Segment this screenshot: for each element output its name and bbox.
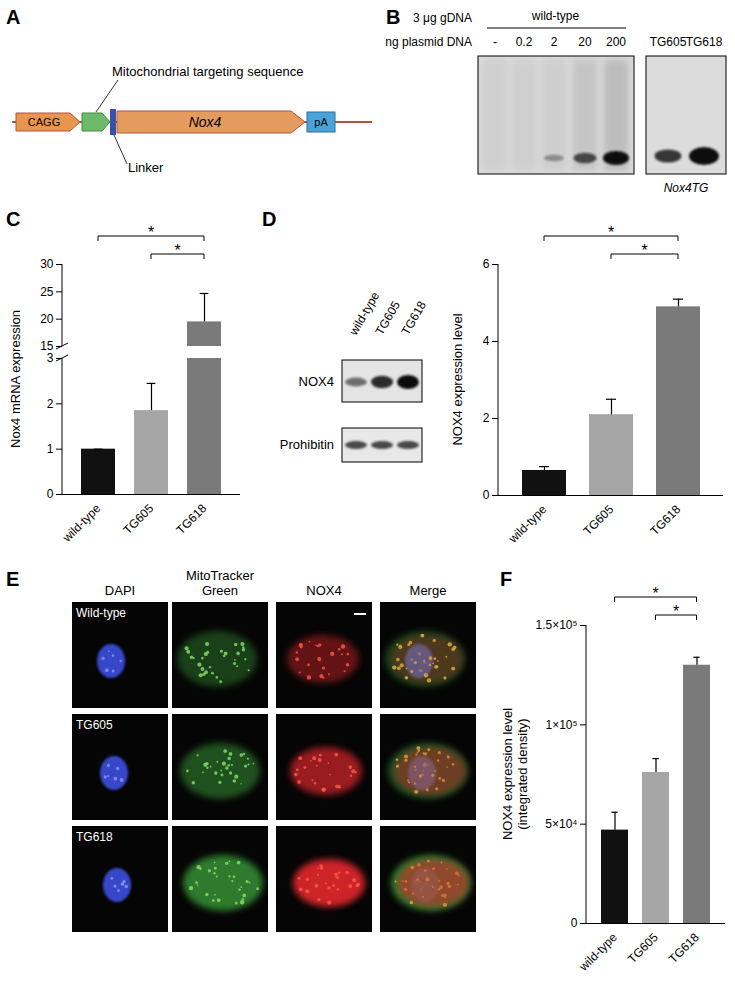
svg-text:15: 15 — [40, 339, 54, 354]
svg-text:*: * — [641, 242, 647, 259]
svg-text:CAGG: CAGG — [28, 116, 60, 128]
svg-text:*: * — [608, 224, 614, 241]
svg-text:0: 0 — [571, 916, 578, 930]
svg-text:Nox4TG: Nox4TG — [664, 181, 709, 195]
svg-text:20: 20 — [578, 35, 592, 49]
svg-text:wild-type: wild-type — [576, 930, 620, 974]
svg-text:*: * — [148, 224, 154, 241]
svg-text:1.5×10⁵: 1.5×10⁵ — [535, 618, 577, 632]
svg-text:TG618: TG618 — [686, 35, 723, 49]
svg-text:Merge: Merge — [410, 583, 447, 598]
svg-text:2: 2 — [551, 35, 558, 49]
svg-text:6: 6 — [483, 257, 490, 271]
svg-text:wild-type: wild-type — [531, 9, 580, 23]
svg-text:TG605: TG605 — [120, 501, 156, 537]
svg-text:TG618: TG618 — [666, 930, 702, 966]
svg-text:25: 25 — [40, 285, 54, 299]
svg-text:1: 1 — [47, 442, 54, 456]
svg-text:3: 3 — [47, 351, 54, 365]
svg-text:Green: Green — [202, 583, 238, 598]
svg-text:20: 20 — [40, 312, 54, 326]
svg-text:0: 0 — [47, 487, 54, 501]
svg-text:MitoTracker: MitoTracker — [186, 568, 255, 583]
svg-text:2: 2 — [47, 397, 54, 411]
svg-text:E: E — [6, 568, 19, 590]
svg-text:*: * — [673, 603, 679, 620]
svg-text:pA: pA — [314, 116, 328, 128]
svg-text:wild-type: wild-type — [346, 289, 383, 338]
svg-text:ng plasmid DNA: ng plasmid DNA — [385, 35, 472, 49]
svg-text:NOX4: NOX4 — [299, 374, 334, 389]
svg-text:4: 4 — [483, 334, 490, 348]
svg-text:NOX4 expression level: NOX4 expression level — [500, 708, 515, 840]
svg-text:-: - — [493, 35, 497, 49]
svg-text:A: A — [6, 6, 20, 28]
svg-text:NOX4: NOX4 — [306, 583, 341, 598]
svg-text:200: 200 — [606, 35, 626, 49]
svg-text:Mitochondrial targeting sequen: Mitochondrial targeting sequence — [112, 64, 304, 79]
svg-text:TG605: TG605 — [372, 298, 403, 338]
svg-text:TG605: TG605 — [76, 718, 113, 732]
svg-text:0.2: 0.2 — [516, 35, 533, 49]
svg-text:Linker: Linker — [128, 160, 164, 175]
svg-text:B: B — [386, 6, 400, 28]
svg-text:Nox4: Nox4 — [189, 114, 222, 130]
svg-text:wild-type: wild-type — [505, 502, 549, 546]
svg-text:wild-type: wild-type — [59, 501, 103, 545]
svg-text:3 μg gDNA: 3 μg gDNA — [413, 11, 472, 25]
svg-text:*: * — [174, 242, 180, 259]
svg-text:NOX4 expression level: NOX4 expression level — [450, 313, 465, 445]
svg-text:TG618: TG618 — [398, 298, 429, 337]
svg-text:TG618: TG618 — [76, 830, 113, 844]
svg-text:Wild-type: Wild-type — [76, 606, 126, 620]
svg-text:2: 2 — [483, 411, 490, 425]
svg-text:TG605: TG605 — [650, 35, 687, 49]
svg-text:TG618: TG618 — [173, 501, 209, 537]
svg-text:30: 30 — [40, 257, 54, 271]
svg-text:*: * — [652, 585, 658, 602]
svg-text:Prohibitin: Prohibitin — [280, 437, 334, 452]
svg-text:TG605: TG605 — [580, 502, 616, 538]
svg-text:0: 0 — [483, 488, 490, 502]
svg-text:C: C — [6, 208, 20, 230]
svg-text:Nox4 mRNA expression: Nox4 mRNA expression — [8, 310, 23, 448]
svg-text:TG618: TG618 — [647, 502, 683, 538]
svg-text:5×10⁴: 5×10⁴ — [545, 817, 577, 831]
svg-text:1×10⁵: 1×10⁵ — [545, 718, 577, 732]
svg-text:DAPI: DAPI — [105, 583, 135, 598]
svg-text:D: D — [262, 208, 276, 230]
svg-text:TG605: TG605 — [625, 930, 661, 966]
svg-text:F: F — [500, 568, 512, 590]
svg-text:(integrated density): (integrated density) — [515, 718, 530, 829]
